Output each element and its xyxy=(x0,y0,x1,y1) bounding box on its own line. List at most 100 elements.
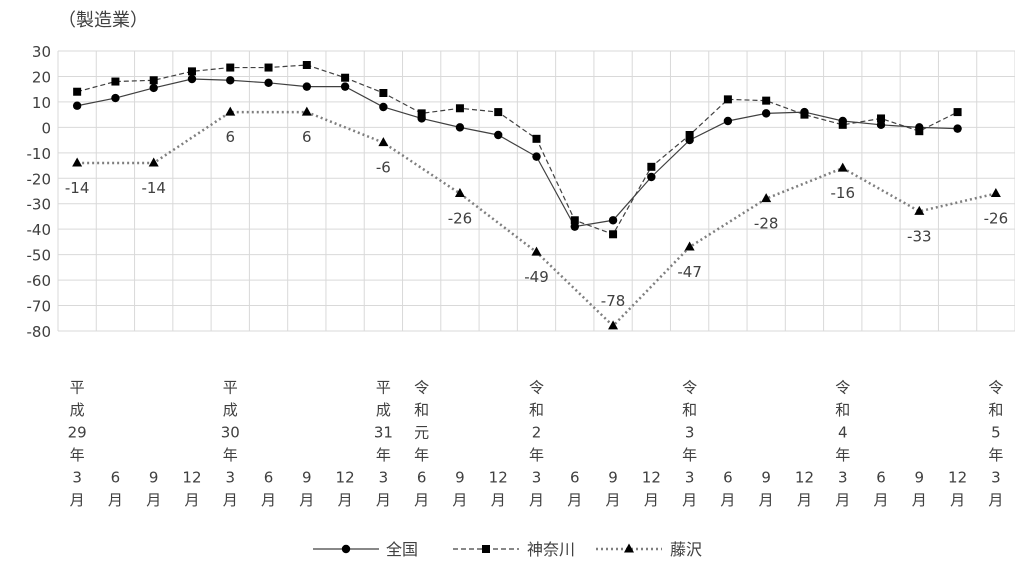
x-tick-label: 月 xyxy=(184,491,199,509)
series-3-point xyxy=(531,246,542,256)
x-tick-label: 12 xyxy=(336,469,355,487)
series-1-point xyxy=(608,216,618,225)
x-tick-label: 3 xyxy=(838,469,848,487)
x-tick-label: 月 xyxy=(338,491,353,509)
legend-marker-1 xyxy=(341,544,351,554)
x-tick-label: 月 xyxy=(606,491,621,509)
x-tick-label: 月 xyxy=(529,491,544,509)
x-tick-label: 月 xyxy=(874,491,889,509)
x-tick-label: 12 xyxy=(489,469,508,487)
x-tick-label: 6 xyxy=(570,469,580,487)
x-tick-label: 6 xyxy=(264,469,274,487)
series-1-point xyxy=(455,123,465,132)
series-layer xyxy=(72,61,1001,330)
series-2-point xyxy=(762,96,771,105)
x-tick-label: 6 xyxy=(876,469,886,487)
x-tick-label: 月 xyxy=(759,491,774,509)
series-2-point xyxy=(800,110,809,119)
y-tick-label: 20 xyxy=(32,68,51,86)
series-3-point xyxy=(301,106,312,116)
series-1-point xyxy=(570,222,579,231)
x-tick-label: 30 xyxy=(221,424,240,442)
series-line-3 xyxy=(77,110,997,328)
x-tick-label: 3 xyxy=(72,469,82,487)
series-1-point xyxy=(532,152,541,161)
x-tick-label: 成 xyxy=(223,401,238,419)
x-tick-label: 年 xyxy=(70,446,85,464)
series-2-point xyxy=(187,67,196,76)
y-tick-label: -40 xyxy=(27,221,52,239)
x-tick-label: 月 xyxy=(261,491,276,509)
chart-legend: 全国 神奈川 藤沢 xyxy=(313,540,702,559)
x-tick-label: 月 xyxy=(108,491,123,509)
legend-label-3: 藤沢 xyxy=(670,540,702,559)
series-1-point xyxy=(226,76,235,85)
series-2-point xyxy=(570,216,579,225)
series-2-point xyxy=(111,77,120,86)
data-label: -26 xyxy=(448,210,473,228)
series-1-point xyxy=(72,101,82,110)
x-tick-label: 和 xyxy=(414,401,429,419)
x-tick-label: 年 xyxy=(835,446,850,464)
x-tick-label: 年 xyxy=(988,446,1003,464)
series-3-point xyxy=(684,241,695,251)
series-1-point xyxy=(149,83,158,93)
series-2-point xyxy=(302,61,311,69)
x-tick-label: 29 xyxy=(68,424,87,442)
y-tick-label: -80 xyxy=(27,323,52,341)
x-tick-label: 月 xyxy=(452,491,467,509)
series-1-point xyxy=(111,93,120,103)
x-tick-label: 平 xyxy=(376,379,391,397)
series-2-point xyxy=(73,87,82,96)
x-tick-label: 9 xyxy=(149,469,159,487)
y-tick-label: -20 xyxy=(27,170,52,188)
x-tick-label: 3 xyxy=(685,469,695,487)
y-tick-label: -70 xyxy=(27,298,52,316)
series-2-point xyxy=(647,162,656,171)
x-tick-label: 平 xyxy=(223,379,238,397)
series-line-2 xyxy=(76,64,958,236)
series-3-point xyxy=(225,106,236,116)
data-label: -14 xyxy=(141,179,166,197)
data-label: -47 xyxy=(677,263,702,281)
series-2-point xyxy=(609,230,618,239)
series-1-point xyxy=(953,124,962,133)
x-tick-label: 年 xyxy=(414,446,429,464)
data-label: -78 xyxy=(601,292,626,310)
x-tick-label: 月 xyxy=(376,491,391,509)
x-tick-label: 月 xyxy=(567,491,582,509)
series-1-point xyxy=(647,172,656,182)
x-tick-label: 年 xyxy=(223,446,238,464)
series-3-point xyxy=(72,157,83,167)
series-1-point xyxy=(340,82,350,91)
data-label: -6 xyxy=(376,159,391,177)
x-tick-label: 12 xyxy=(642,469,661,487)
legend-label-1: 全国 xyxy=(386,540,418,559)
series-2-point xyxy=(149,76,158,85)
x-tick-label: 6 xyxy=(111,469,121,487)
x-tick-label: 月 xyxy=(299,491,314,509)
x-tick-label: 6 xyxy=(723,469,733,487)
x-tick-label: 月 xyxy=(682,491,697,509)
data-label: -26 xyxy=(984,210,1009,228)
series-2-point xyxy=(877,114,886,123)
series-2-point xyxy=(953,108,962,117)
series-2-point xyxy=(532,134,541,143)
series-1-point xyxy=(302,82,312,91)
series-3-point xyxy=(148,157,159,167)
x-tick-label: 月 xyxy=(835,491,850,509)
x-tick-label: 和 xyxy=(682,401,697,419)
x-tick-label: 12 xyxy=(182,469,201,487)
series-1-point xyxy=(379,102,388,112)
x-tick-label: 成 xyxy=(376,401,391,419)
y-tick-label: 30 xyxy=(32,43,51,61)
series-1-point xyxy=(761,109,771,118)
series-3-point xyxy=(990,188,1001,198)
x-tick-label: 令 xyxy=(529,379,544,397)
x-tick-label: 令 xyxy=(414,379,429,397)
series-2-point xyxy=(226,63,235,72)
x-tick-label: 令 xyxy=(988,379,1003,397)
series-3-point xyxy=(914,205,925,215)
series-2-point xyxy=(685,131,694,139)
y-tick-label: 0 xyxy=(41,119,51,137)
